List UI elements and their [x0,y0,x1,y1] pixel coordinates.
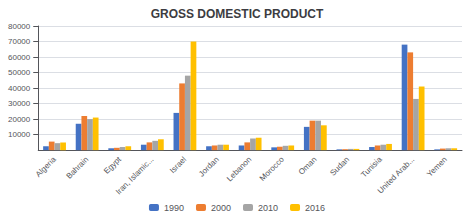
svg-text:20000: 20000 [8,115,31,124]
svg-text:50000: 50000 [8,68,31,77]
svg-text:Israel: Israel [168,155,188,175]
svg-text:Yemen: Yemen [425,155,449,179]
svg-text:2010: 2010 [258,203,278,213]
svg-text:Morocco: Morocco [258,155,286,183]
svg-text:10000: 10000 [8,130,31,139]
svg-text:Tunisia: Tunisia [359,155,384,180]
svg-text:Algeria: Algeria [34,155,58,179]
svg-text:Sudan: Sudan [328,155,351,178]
svg-text:Lebanon: Lebanon [225,155,253,183]
svg-text:70000: 70000 [8,37,31,46]
svg-text:30000: 30000 [8,99,31,108]
svg-text:2016: 2016 [305,203,325,213]
svg-text:80000: 80000 [8,22,31,31]
svg-text:60000: 60000 [8,53,31,62]
svg-text:Iran, Islamic...: Iran, Islamic... [114,155,156,197]
svg-text:GROSS DOMESTIC PRODUCT: GROSS DOMESTIC PRODUCT [151,7,324,21]
svg-text:40000: 40000 [8,84,31,93]
svg-text:1990: 1990 [164,203,184,213]
svg-text:2000: 2000 [211,203,231,213]
svg-text:Egypt: Egypt [102,154,123,175]
svg-text:United Arab...: United Arab... [376,155,417,196]
svg-text:Bahrain: Bahrain [64,155,90,181]
svg-text:Jordan: Jordan [197,155,221,179]
svg-text:Oman: Oman [297,155,319,177]
